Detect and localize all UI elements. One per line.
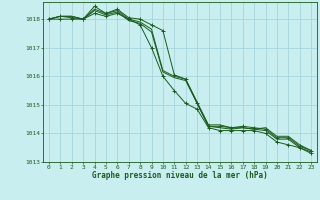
X-axis label: Graphe pression niveau de la mer (hPa): Graphe pression niveau de la mer (hPa)	[92, 171, 268, 180]
